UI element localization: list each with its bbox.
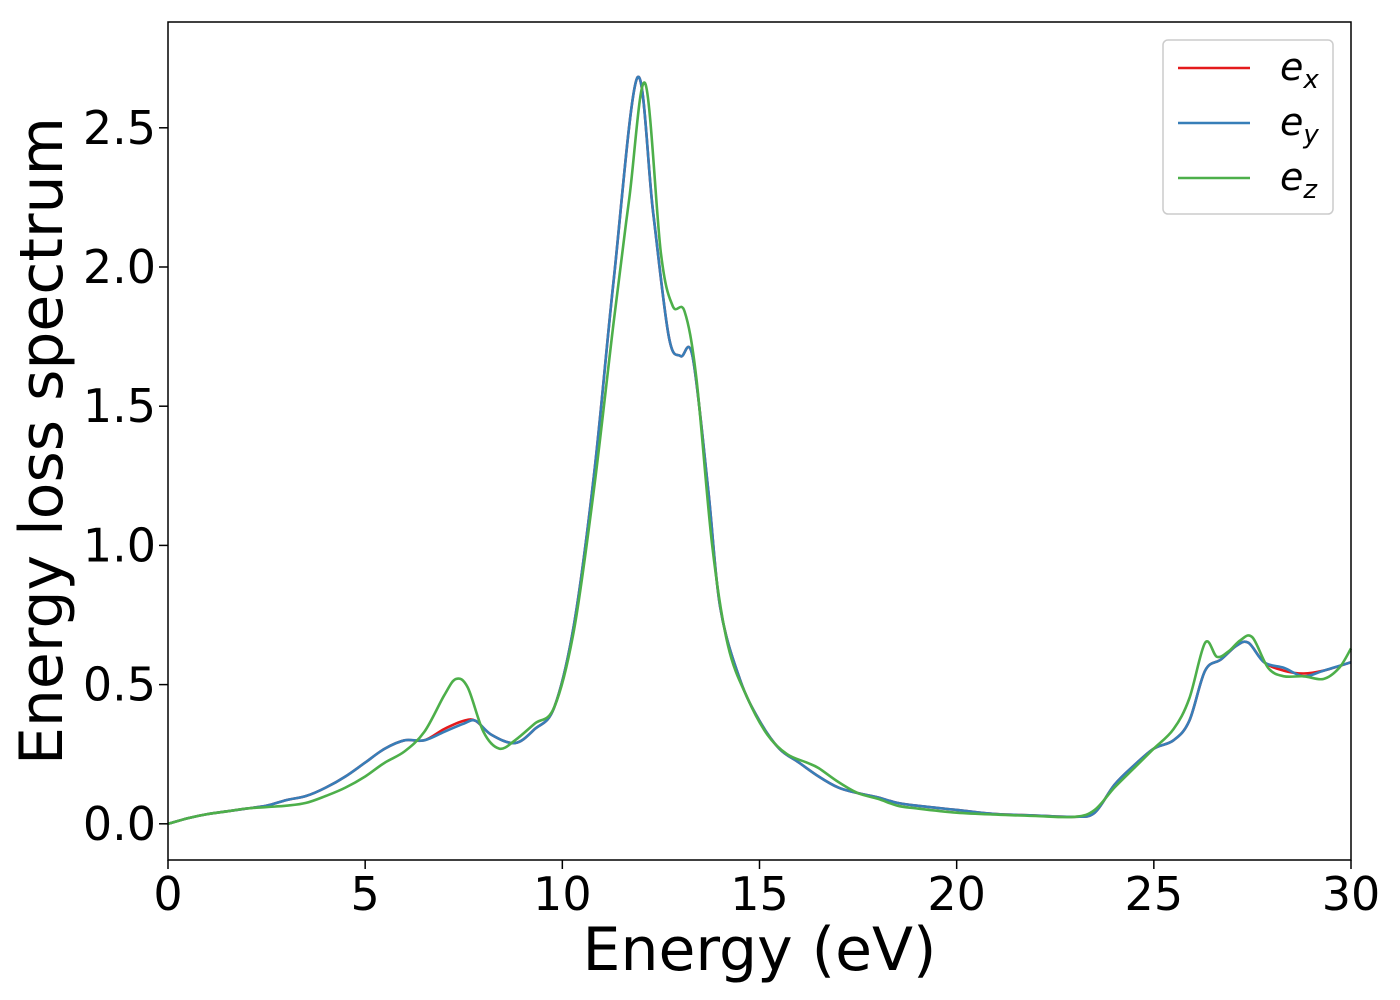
x-tick-label: 25 — [1125, 867, 1184, 921]
legend-label-x: ex — [1280, 45, 1319, 95]
y-tick-label: 0.5 — [83, 658, 156, 712]
legend-box — [1162, 39, 1334, 215]
y-axis-ticks: 0.0 0.5 1.0 1.5 2.0 2.5 — [83, 101, 168, 851]
series-line-z — [167, 81, 1353, 826]
legend-label-z: ez — [1280, 155, 1318, 205]
legend-label-y: ey — [1280, 100, 1319, 150]
y-axis-label: Energy loss spectrum — [7, 117, 77, 765]
x-tick-label: 10 — [533, 867, 592, 921]
y-tick-label: 1.5 — [83, 379, 156, 433]
y-tick-label: 1.0 — [83, 518, 156, 572]
x-axis-label: Energy (eV) — [583, 915, 937, 985]
x-tick-label: 15 — [730, 867, 789, 921]
x-axis-ticks: 0 5 10 15 20 25 30 — [153, 860, 1380, 921]
x-tick-label: 5 — [351, 867, 380, 921]
series-layer — [167, 75, 1353, 826]
y-tick-label: 2.0 — [83, 240, 156, 294]
x-tick-label: 30 — [1322, 867, 1381, 921]
y-tick-label: 2.5 — [83, 101, 156, 155]
x-tick-label: 20 — [927, 867, 986, 921]
x-tick-label: 0 — [153, 867, 182, 921]
y-tick-label: 0.0 — [83, 797, 156, 851]
